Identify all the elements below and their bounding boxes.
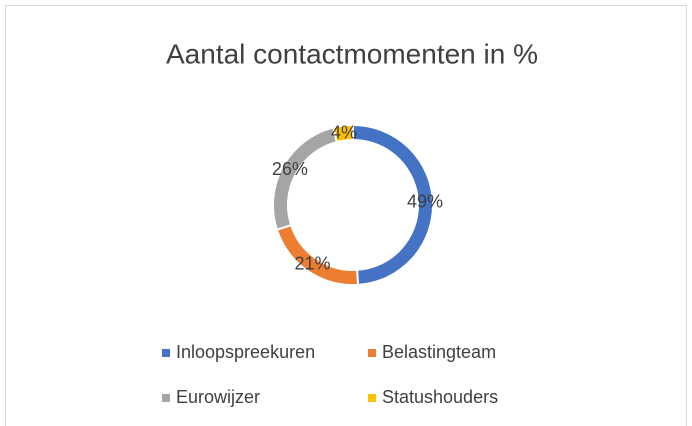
chart-border: [5, 5, 687, 426]
data-label: 49%: [407, 191, 443, 211]
legend-label: Belastingteam: [382, 342, 496, 362]
legend-label: Statushouders: [382, 387, 498, 407]
legend-swatch: [162, 394, 170, 402]
legend-swatch: [368, 349, 376, 357]
legend-label: Inloopspreekuren: [176, 342, 315, 362]
legend-swatch: [162, 349, 170, 357]
data-label: 26%: [272, 159, 308, 179]
legend-swatch: [368, 394, 376, 402]
chart-title: Aantal contactmomenten in %: [166, 38, 538, 69]
data-label: 21%: [295, 253, 331, 273]
donut-segment: [331, 123, 354, 144]
data-label: 4%: [331, 122, 357, 142]
legend-label: Eurowijzer: [176, 387, 260, 407]
